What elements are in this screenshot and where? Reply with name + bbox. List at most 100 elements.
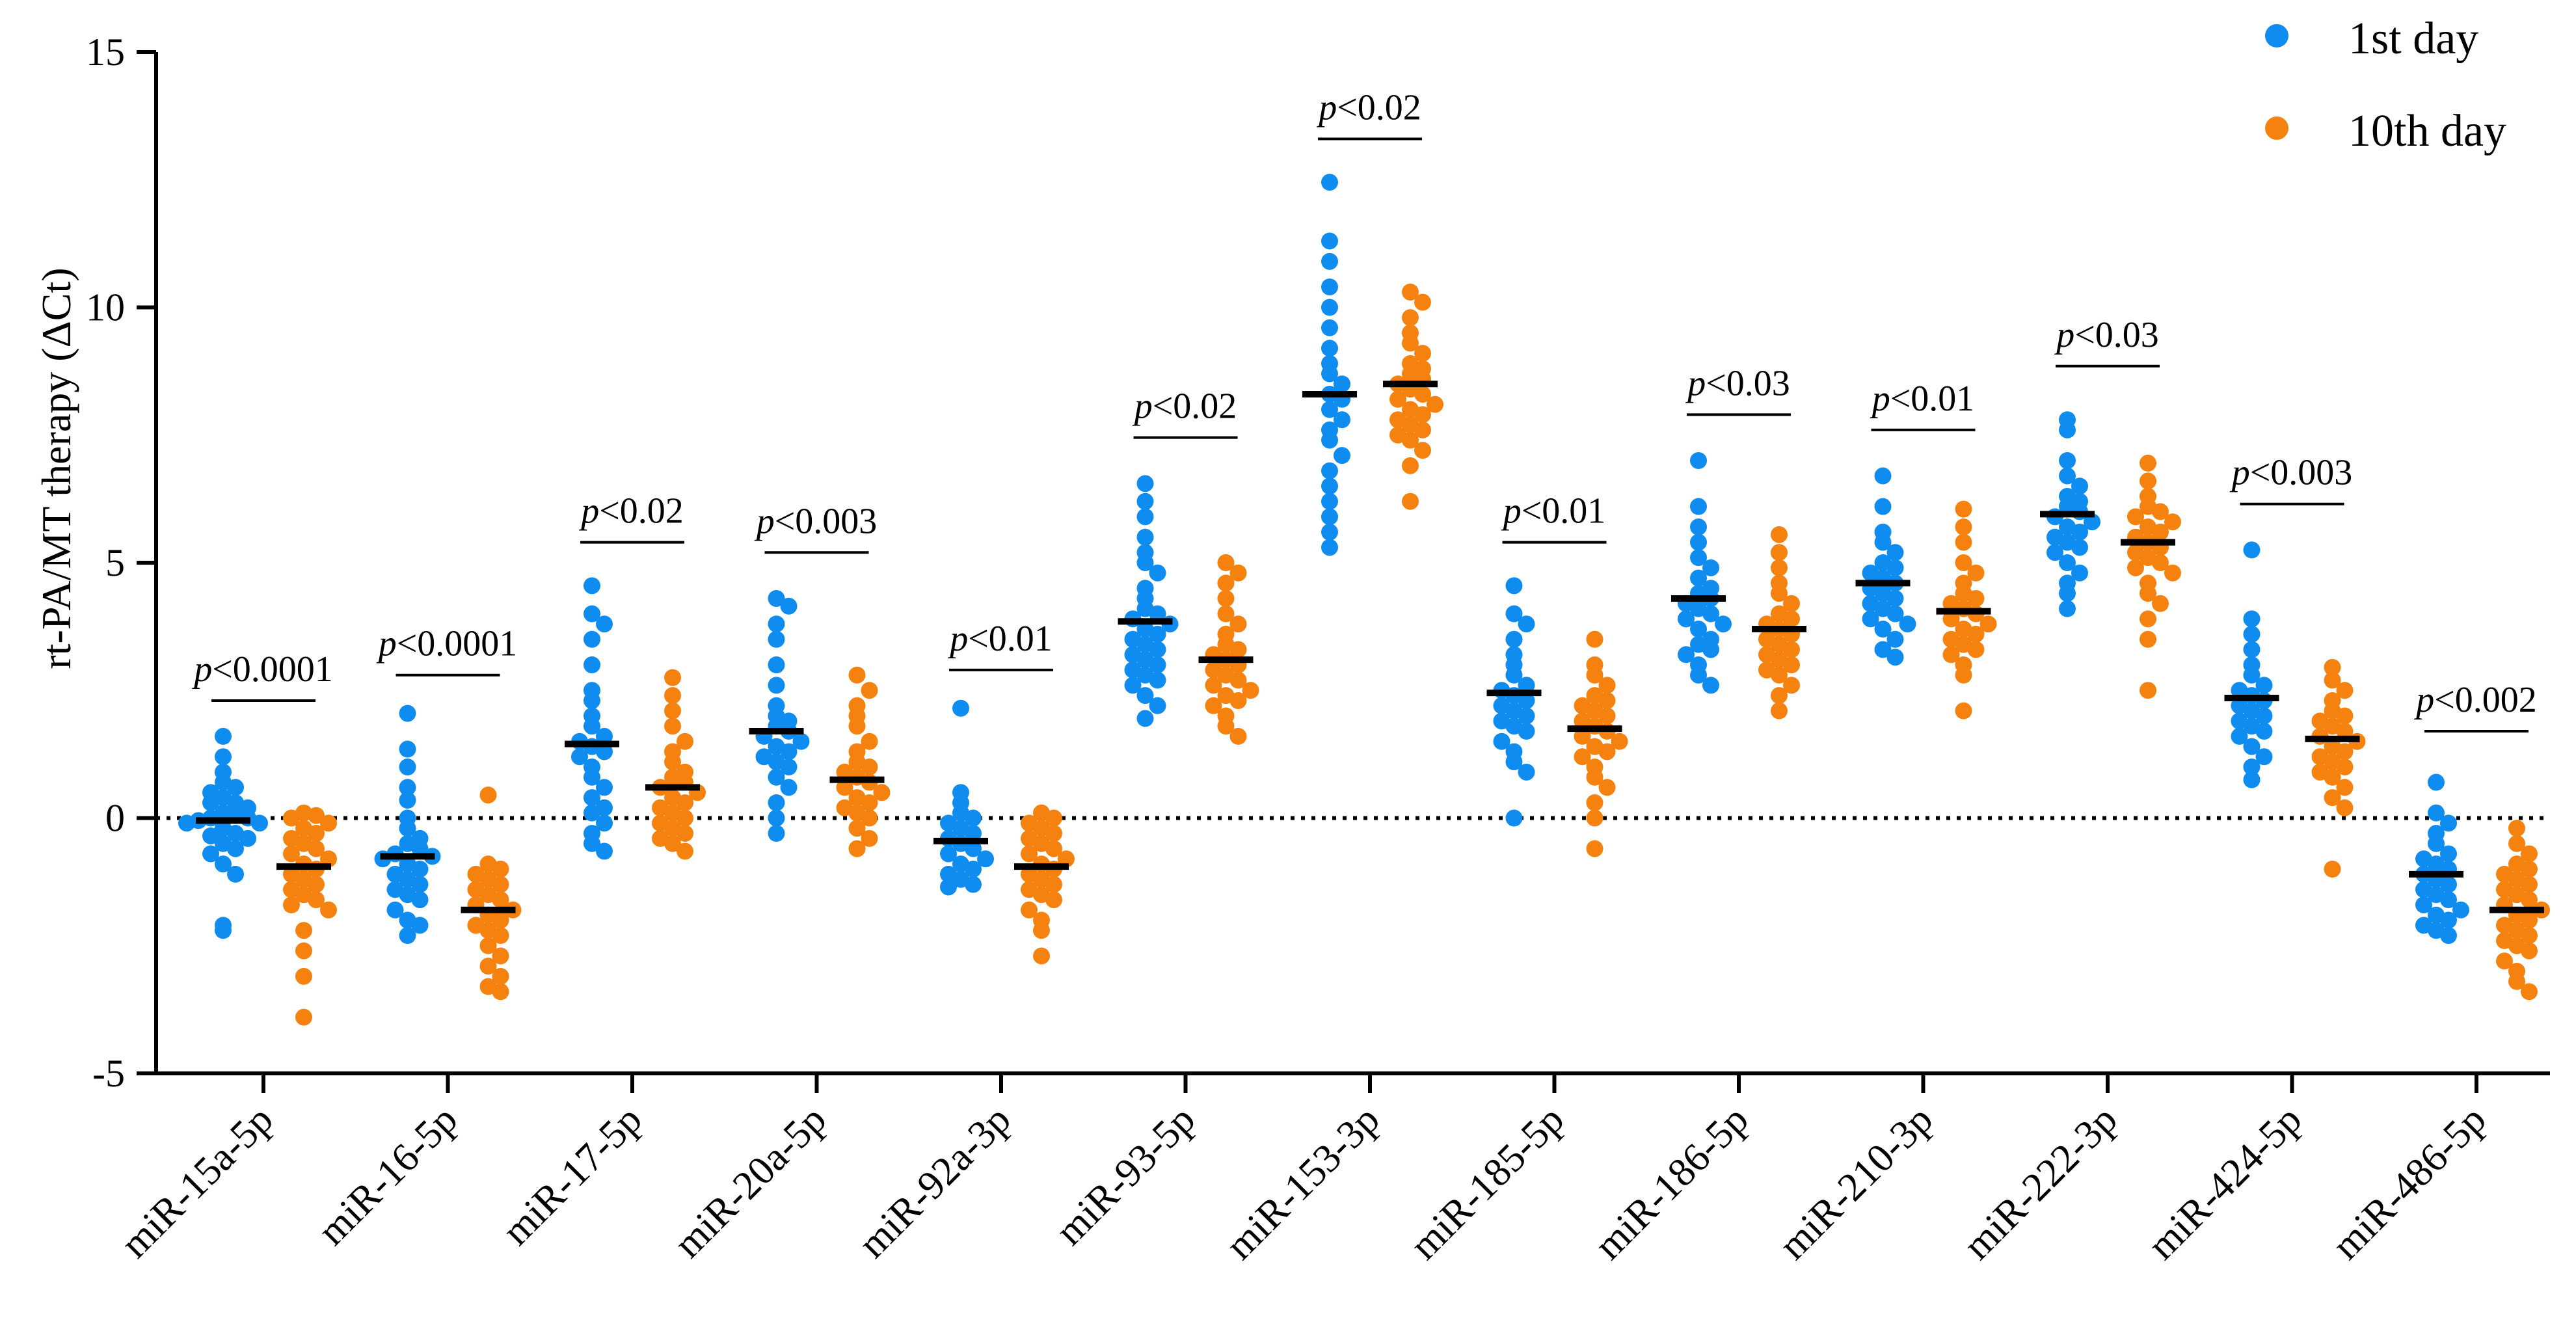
point-1st-day-mir-424-5p-15 — [2255, 723, 2273, 740]
point-1st-day-mir-20a-5p-2 — [768, 615, 785, 633]
point-1st-day-mir-15a-5p-19 — [202, 827, 219, 844]
point-10th-day-mir-222-3p-0 — [2140, 454, 2156, 472]
point-1st-day-mir-93-5p-27 — [1136, 710, 1154, 727]
point-1st-day-mir-20a-5p-18 — [768, 768, 785, 786]
point-10th-day-mir-222-3p-1 — [2140, 472, 2156, 490]
point-10th-day-mir-17-5p-19 — [677, 825, 693, 842]
point-10th-day-mir-153-3p-12 — [1414, 385, 1431, 403]
x-tick-label-mir-486-5p: miR-486-5p — [2324, 1097, 2494, 1268]
point-10th-day-mir-15a-5p-18 — [308, 891, 325, 909]
point-1st-day-mir-92a-3p-0 — [952, 699, 969, 717]
point-1st-day-mir-210-3p-0 — [1874, 467, 1892, 485]
point-1st-day-mir-185-5p-3 — [1505, 630, 1523, 648]
point-10th-day-mir-93-5p-15 — [1205, 677, 1222, 694]
point-10th-day-mir-20a-5p-18 — [861, 809, 878, 827]
point-1st-day-mir-424-5p-19 — [2243, 759, 2261, 775]
point-10th-day-mir-210-3p-0 — [1955, 500, 1972, 518]
point-1st-day-mir-210-3p-15 — [1886, 605, 1904, 623]
point-10th-day-mir-222-3p-6 — [2164, 513, 2181, 531]
point-1st-day-mir-424-5p-2 — [2243, 625, 2261, 643]
point-1st-day-mir-16-5p-9 — [411, 840, 429, 857]
point-1st-day-mir-486-5p-21 — [2440, 927, 2457, 945]
point-1st-day-mir-17-5p-12 — [596, 743, 613, 760]
point-1st-day-mir-210-3p-20 — [1874, 641, 1892, 658]
point-10th-day-mir-210-3p-11 — [1942, 610, 1960, 628]
point-10th-day-mir-93-5p-2 — [1217, 574, 1235, 592]
point-1st-day-mir-486-5p-16 — [2452, 901, 2469, 919]
point-10th-day-mir-17-5p-13 — [677, 794, 693, 811]
point-1st-day-mir-186-5p-14 — [1715, 615, 1732, 633]
point-10th-day-mir-93-5p-14 — [1229, 671, 1247, 689]
point-1st-day-mir-15a-5p-1 — [215, 748, 232, 766]
point-10th-day-mir-153-3p-16 — [1414, 406, 1431, 423]
point-1st-day-mir-20a-5p-14 — [780, 743, 798, 760]
point-10th-day-mir-92a-3p-8 — [1021, 845, 1038, 863]
legend-label-1st-day: 1st day — [2348, 14, 2478, 64]
median-lines — [196, 381, 2544, 913]
point-1st-day-mir-185-5p-16 — [1518, 723, 1535, 740]
point-1st-day-mir-424-5p-12 — [2255, 707, 2273, 725]
point-1st-day-mir-186-5p-4 — [1690, 549, 1707, 567]
point-10th-day-mir-20a-5p-0 — [848, 666, 866, 684]
point-1st-day-mir-17-5p-2 — [596, 615, 613, 633]
point-10th-day-mir-186-5p-2 — [1771, 559, 1788, 576]
point-1st-day-mir-92a-3p-7 — [965, 825, 982, 842]
point-1st-day-mir-93-5p-6 — [1149, 564, 1166, 582]
point-10th-day-mir-16-5p-15 — [492, 927, 509, 945]
point-10th-day-mir-424-5p-1 — [2324, 671, 2341, 689]
point-1st-day-mir-20a-5p-20 — [768, 794, 785, 811]
point-10th-day-mir-424-5p-2 — [2336, 682, 2354, 699]
point-10th-day-mir-17-5p-4 — [677, 732, 693, 750]
point-10th-day-mir-222-3p-22 — [2140, 682, 2156, 699]
point-1st-day-mir-153-3p-18 — [1321, 477, 1338, 495]
point-10th-day-mir-210-3p-18 — [1942, 646, 1960, 664]
y-tick-label-3: 10 — [86, 286, 125, 329]
point-10th-day-mir-185-5p-5 — [1598, 692, 1616, 709]
point-1st-day-mir-186-5p-2 — [1690, 518, 1707, 536]
point-1st-day-mir-16-5p-1 — [399, 740, 416, 758]
point-1st-day-mir-153-3p-13 — [1334, 411, 1350, 429]
point-10th-day-mir-210-3p-17 — [1967, 641, 1985, 658]
point-1st-day-mir-153-3p-20 — [1321, 508, 1338, 526]
x-tick-label-mir-424-5p: miR-424-5p — [2140, 1097, 2310, 1268]
point-1st-day-mir-486-5p-2 — [2440, 814, 2457, 832]
point-10th-day-mir-424-5p-17 — [2324, 768, 2341, 786]
point-10th-day-mir-222-3p-18 — [2140, 585, 2156, 602]
point-10th-day-mir-222-3p-8 — [2152, 523, 2169, 541]
point-10th-day-mir-486-5p-7 — [2521, 876, 2538, 893]
point-10th-day-mir-486-5p-21 — [2496, 952, 2513, 970]
point-1st-day-mir-20a-5p-3 — [768, 630, 785, 648]
point-10th-day-mir-17-5p-16 — [677, 809, 693, 827]
point-1st-day-mir-93-5p-17 — [1149, 641, 1166, 658]
point-1st-day-mir-20a-5p-1 — [780, 597, 798, 615]
point-10th-day-mir-93-5p-22 — [1229, 727, 1247, 745]
point-10th-day-mir-424-5p-18 — [2336, 779, 2354, 796]
point-10th-day-mir-17-5p-22 — [677, 842, 693, 860]
point-10th-day-mir-15a-5p-19 — [283, 896, 300, 913]
point-1st-day-mir-93-5p-20 — [1149, 656, 1166, 673]
point-1st-day-mir-486-5p-5 — [2440, 845, 2457, 863]
point-10th-day-mir-210-3p-12 — [1979, 615, 1997, 633]
point-1st-day-mir-16-5p-14 — [411, 861, 429, 878]
point-1st-day-mir-486-5p-4 — [2428, 835, 2445, 852]
point-10th-day-mir-153-3p-0 — [1402, 283, 1419, 301]
point-10th-day-mir-153-3p-21 — [1402, 431, 1419, 449]
y-tick-label-2: 5 — [105, 541, 125, 584]
p-value-label-mir-93-5p: p<0.02 — [1132, 386, 1237, 427]
point-10th-day-mir-16-5p-17 — [492, 947, 509, 965]
point-10th-day-mir-16-5p-5 — [492, 876, 509, 893]
point-1st-day-mir-20a-5p-17 — [780, 759, 798, 775]
point-10th-day-mir-20a-5p-12 — [836, 779, 853, 796]
point-10th-day-mir-153-3p-2 — [1402, 309, 1419, 327]
point-10th-day-mir-153-3p-5 — [1414, 345, 1431, 362]
x-tick-label-mir-222-3p: miR-222-3p — [1955, 1097, 2125, 1268]
point-10th-day-mir-424-5p-8 — [2336, 723, 2354, 740]
point-1st-day-mir-222-3p-10 — [2084, 513, 2100, 531]
point-10th-day-mir-93-5p-5 — [1229, 615, 1247, 633]
point-1st-day-mir-186-5p-6 — [1690, 569, 1707, 587]
point-1st-day-mir-186-5p-19 — [1678, 646, 1695, 664]
point-1st-day-mir-185-5p-21 — [1505, 809, 1523, 827]
point-10th-day-mir-186-5p-16 — [1783, 656, 1800, 673]
point-10th-day-mir-16-5p-8 — [492, 891, 509, 909]
